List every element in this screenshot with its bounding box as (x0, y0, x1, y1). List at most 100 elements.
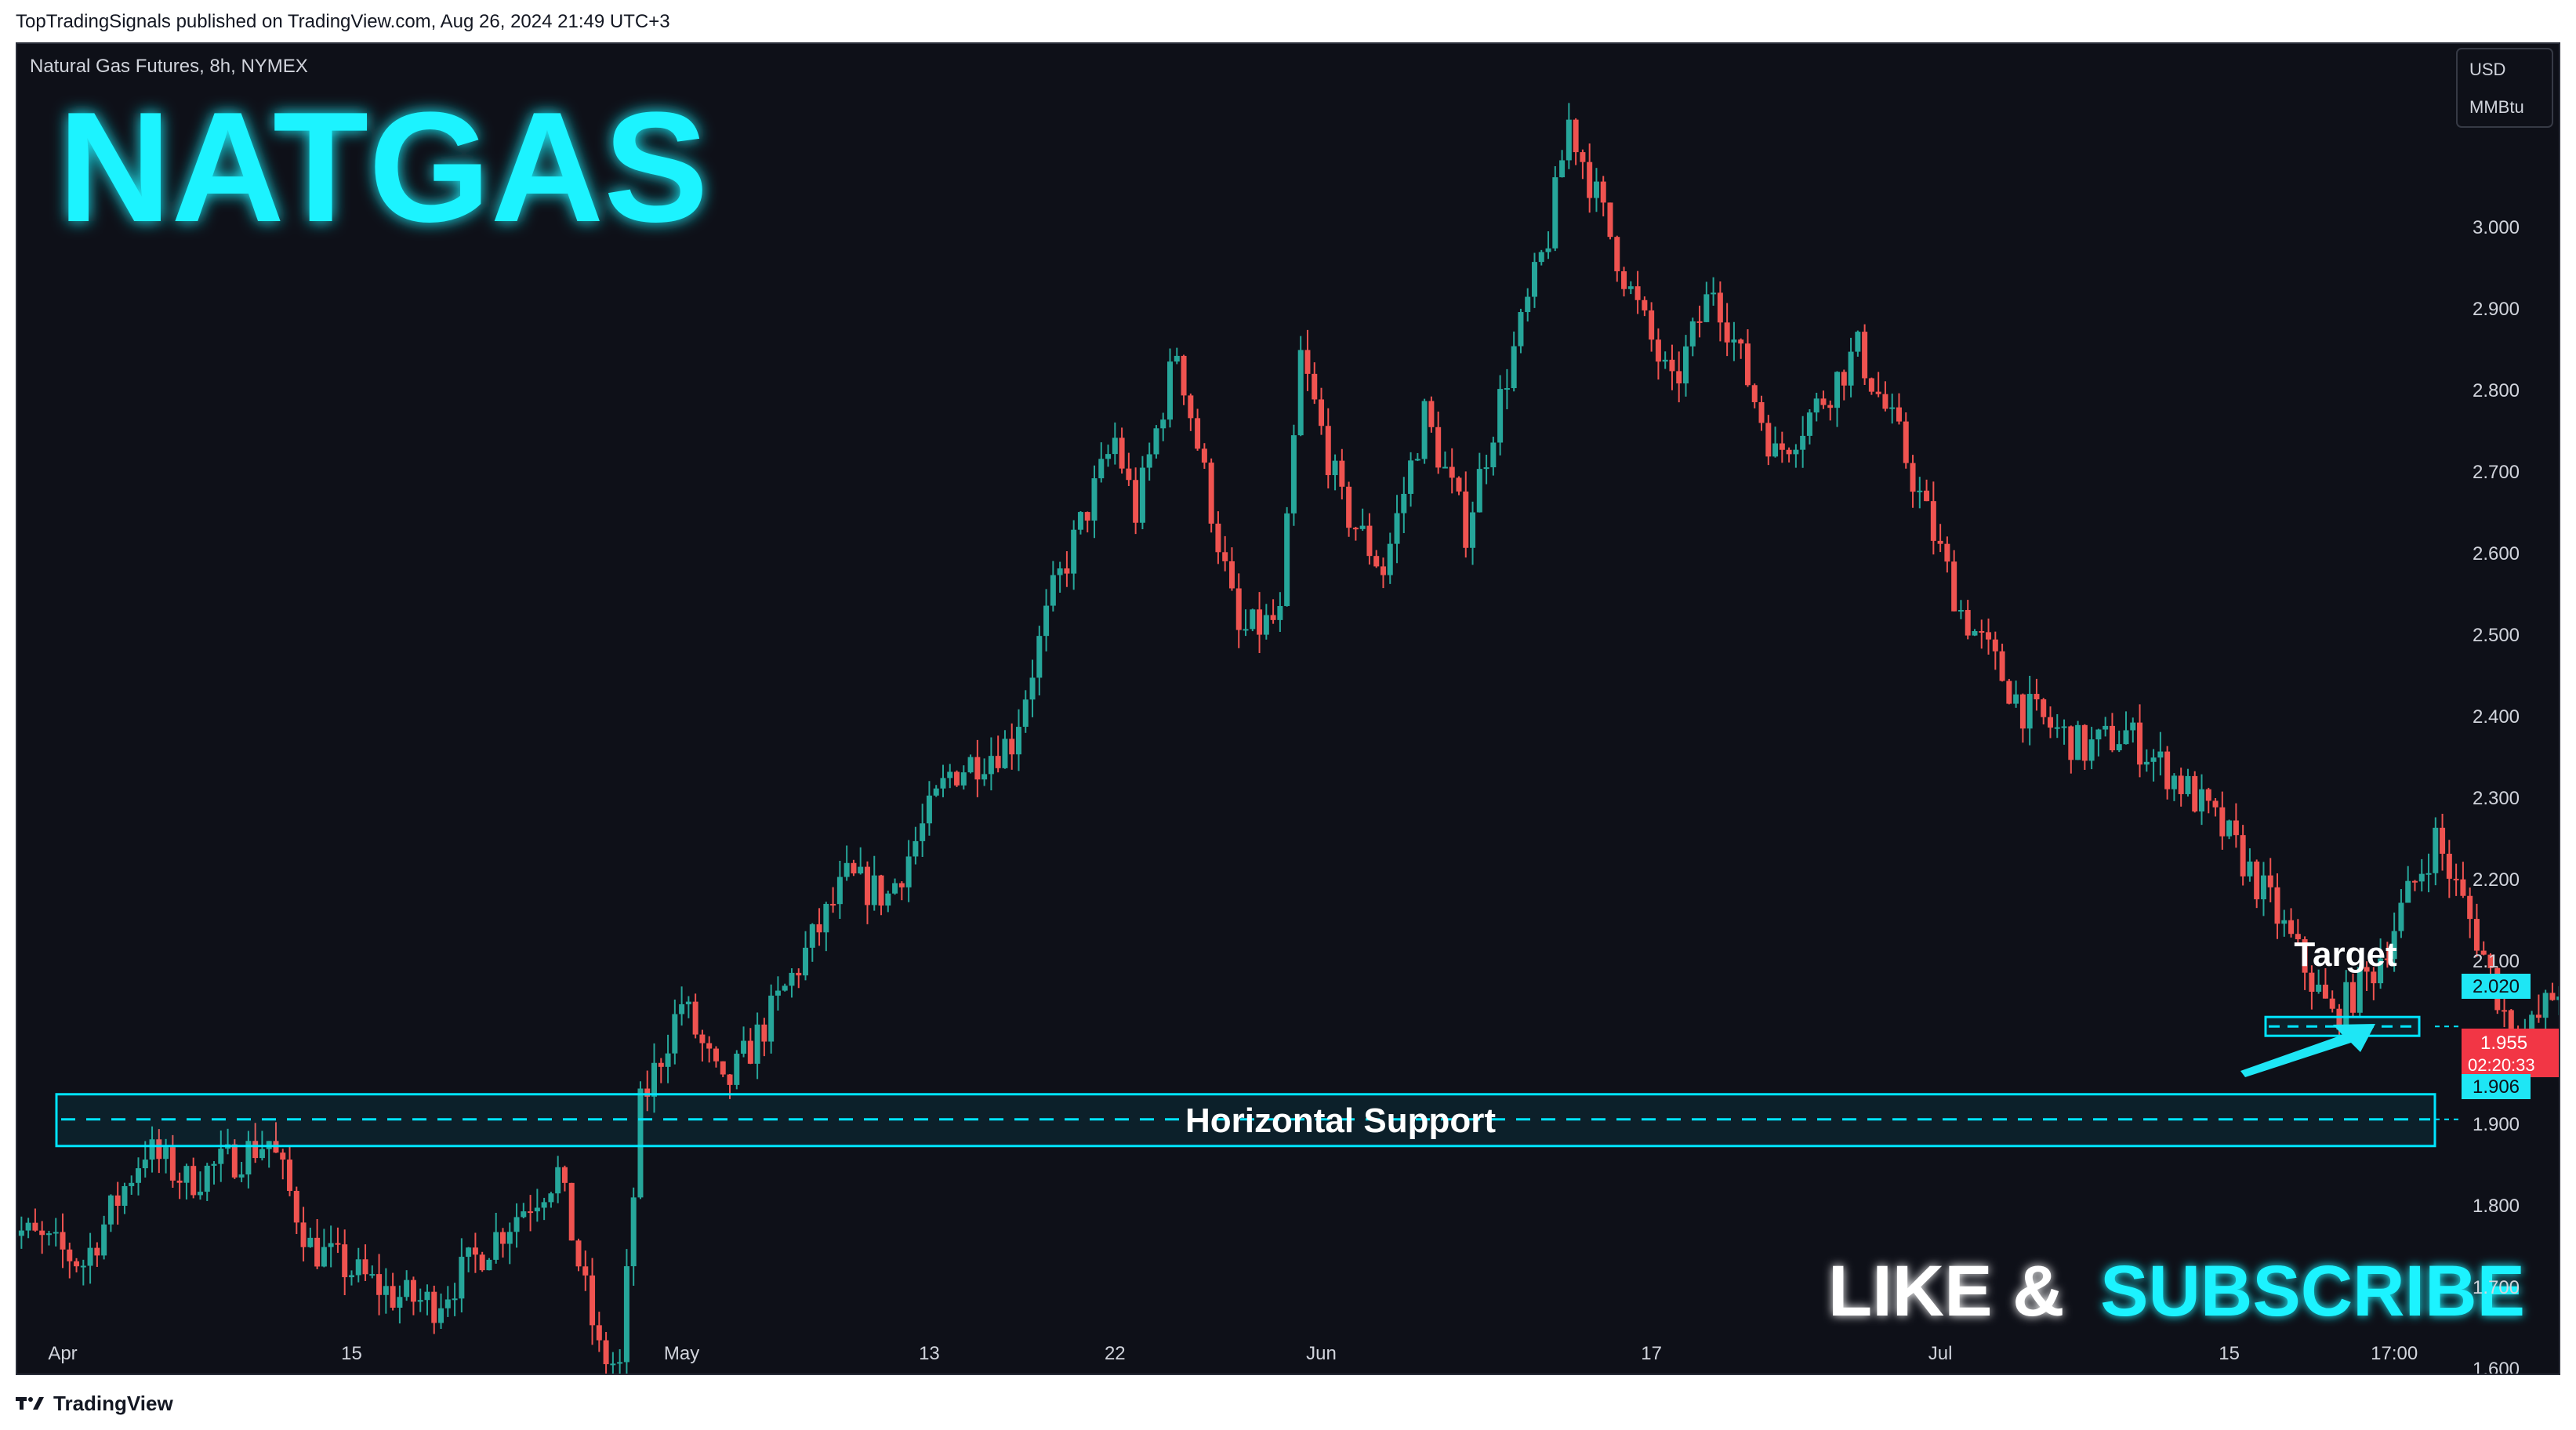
candle-body (1435, 426, 1442, 468)
candle-body (575, 1240, 582, 1267)
candle-body (1181, 355, 1187, 396)
candle-body (2556, 996, 2559, 1000)
candle-body (637, 1088, 644, 1198)
candle-body (2288, 920, 2295, 935)
candle-body (2047, 717, 2053, 728)
candle-body (2061, 726, 2067, 728)
candle-body (197, 1192, 203, 1196)
candle-body (1627, 286, 1634, 289)
candle-body (796, 972, 802, 976)
candle-body (25, 1222, 31, 1231)
candle-body (1228, 561, 1235, 589)
units-box[interactable] (2456, 48, 2553, 128)
candle-body (1703, 294, 1710, 322)
candle-body (1022, 699, 1029, 728)
candle-body (1972, 630, 1978, 636)
candle-body (926, 795, 932, 824)
candle-body (1738, 339, 1744, 344)
candle-body (754, 1024, 760, 1064)
candle-body (1999, 651, 2005, 681)
candle-body (39, 1230, 45, 1236)
candle-body (1676, 371, 1682, 384)
symbol-label: Natural Gas Futures, 8h, NYMEX (30, 56, 308, 77)
candle-body (74, 1261, 80, 1267)
candle-body (1965, 610, 1971, 636)
candle-body (1201, 448, 1207, 463)
candle-body (2171, 775, 2177, 789)
candle-body (713, 1048, 719, 1062)
candle-body (1325, 426, 1331, 476)
candle-body (2343, 982, 2349, 1030)
candle-body (1009, 739, 1015, 755)
candle-body (1552, 177, 1558, 249)
candle-body (1153, 428, 1159, 455)
candle-body (1882, 394, 1888, 409)
candle-series (17, 103, 2559, 1374)
candle-body (1917, 490, 1923, 492)
candle-body (1655, 339, 1661, 362)
candle-body (892, 883, 898, 894)
price-scale[interactable]: 3.000 2.900 2.800 2.700 2.600 2.500 2.400 2.300… (2473, 217, 2520, 1374)
candle-body (1724, 322, 1730, 343)
candle-body (1573, 119, 1579, 153)
candle-body (912, 840, 919, 857)
candle-body (1834, 372, 1841, 408)
candle-body (2130, 722, 2136, 731)
candle-body (685, 1001, 691, 1004)
candle-body (101, 1224, 107, 1256)
candle-body (761, 1024, 767, 1042)
candle-body (1139, 467, 1145, 523)
candle-body (1538, 252, 1544, 263)
candle-body (1015, 727, 1021, 755)
last-price-countdown: 02:20:33 (2468, 1055, 2535, 1075)
candle-body (2329, 998, 2335, 1009)
candle-body (1490, 442, 1497, 468)
candle-body (2350, 982, 2356, 1013)
candle-body (2425, 873, 2432, 875)
time-tick: 13 (919, 1343, 940, 1364)
candle-body (355, 1259, 361, 1276)
footer-brand: TradingView (53, 1391, 173, 1415)
candle-body (699, 1034, 706, 1043)
candle-body (720, 1061, 726, 1075)
price-tick: 1.600 (2473, 1359, 2520, 1374)
currency-label: USD (2469, 60, 2505, 79)
candle-body (1235, 588, 1242, 630)
candle-body (521, 1211, 527, 1218)
candle-body (1806, 412, 1812, 436)
candle-body (1683, 346, 1689, 384)
candle-body (1587, 162, 1593, 198)
candle-body (809, 924, 815, 948)
candle-body (2549, 993, 2556, 1000)
candle-body (2240, 835, 2246, 877)
chart-frame[interactable]: Natural Gas Futures, 8h, NYMEX NATGAS Ho… (16, 42, 2560, 1375)
candle-body (424, 1291, 430, 1301)
candle-body (528, 1211, 534, 1214)
candle-body (1841, 372, 1847, 386)
candle-body (741, 1040, 747, 1054)
candle-body (1043, 605, 1050, 637)
candle-body (2095, 729, 2102, 740)
candle-body (362, 1259, 368, 1275)
candle-body (1077, 512, 1083, 530)
candle-body (1352, 528, 1359, 530)
candle-body (94, 1247, 100, 1256)
candle-body (2371, 971, 2377, 984)
candle-body (2199, 789, 2205, 812)
candle-body (1456, 477, 1462, 492)
candle-body (32, 1222, 38, 1231)
candle-body (2453, 878, 2459, 880)
candle-body (836, 877, 843, 905)
candle-body (1600, 181, 1606, 203)
candle-body (369, 1274, 376, 1276)
candle-body (459, 1257, 465, 1299)
candle-body (1112, 437, 1118, 455)
candle-body (1634, 286, 1641, 300)
price-chart[interactable]: Natural Gas Futures, 8h, NYMEX NATGAS Ho… (17, 44, 2559, 1374)
candle-body (1036, 636, 1043, 678)
candle-body (1084, 512, 1090, 521)
candle-body (479, 1254, 485, 1271)
candle-body (617, 1362, 623, 1364)
candle-body (1848, 351, 1854, 386)
